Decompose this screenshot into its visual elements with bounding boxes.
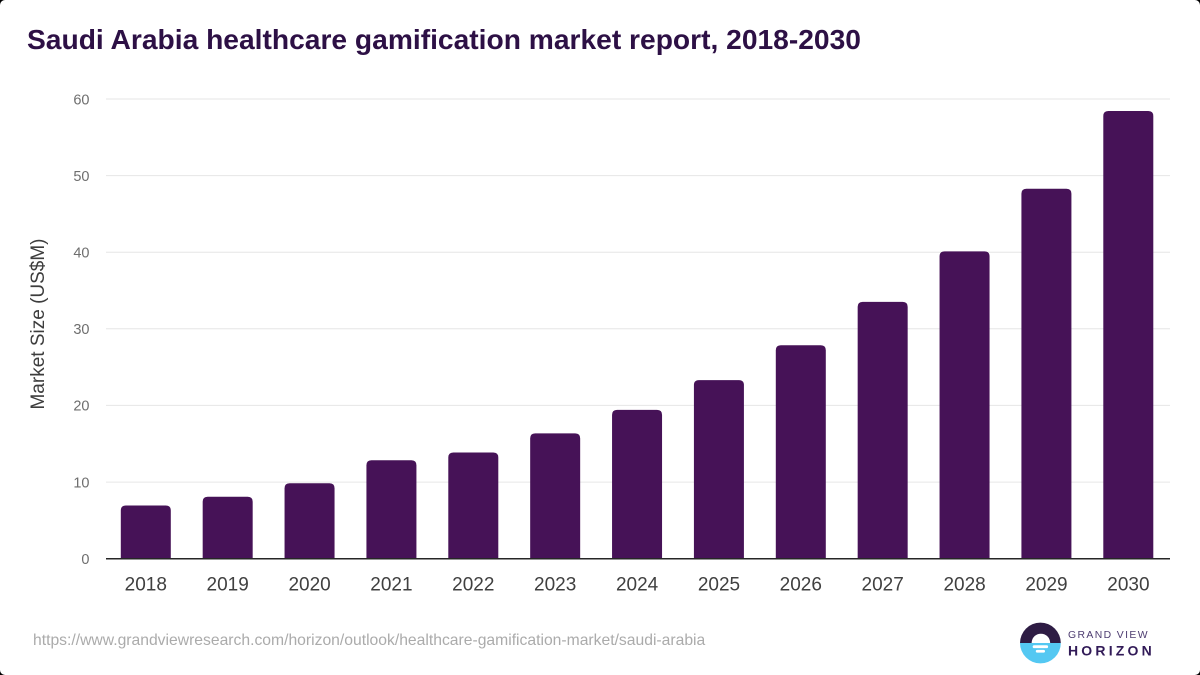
svg-text:2019: 2019: [207, 575, 249, 596]
svg-text:2027: 2027: [862, 575, 904, 596]
svg-text:2028: 2028: [943, 575, 985, 596]
svg-text:2025: 2025: [698, 575, 740, 596]
svg-text:Market Size (US$M): Market Size (US$M): [28, 238, 49, 409]
svg-text:60: 60: [73, 92, 89, 108]
svg-text:30: 30: [73, 322, 89, 338]
svg-text:2020: 2020: [288, 575, 330, 596]
svg-text:20: 20: [73, 399, 89, 415]
svg-text:HORIZON: HORIZON: [1068, 643, 1155, 659]
svg-text:2030: 2030: [1107, 575, 1149, 596]
svg-text:2023: 2023: [534, 575, 576, 596]
svg-text:40: 40: [73, 246, 89, 262]
svg-text:0: 0: [81, 552, 89, 568]
svg-text:50: 50: [73, 169, 89, 185]
svg-text:2024: 2024: [616, 575, 659, 596]
svg-text:2018: 2018: [125, 575, 167, 596]
svg-text:10: 10: [73, 475, 89, 491]
svg-text:2021: 2021: [370, 575, 412, 596]
svg-text:Saudi Arabia healthcare gamifi: Saudi Arabia healthcare gamification mar…: [27, 23, 861, 55]
svg-text:2029: 2029: [1025, 575, 1067, 596]
svg-text:GRAND VIEW: GRAND VIEW: [1068, 630, 1149, 641]
svg-text:2026: 2026: [780, 575, 822, 596]
svg-text:2022: 2022: [452, 575, 494, 596]
svg-text:https://www.grandviewresearch.: https://www.grandviewresearch.com/horizo…: [33, 632, 706, 649]
